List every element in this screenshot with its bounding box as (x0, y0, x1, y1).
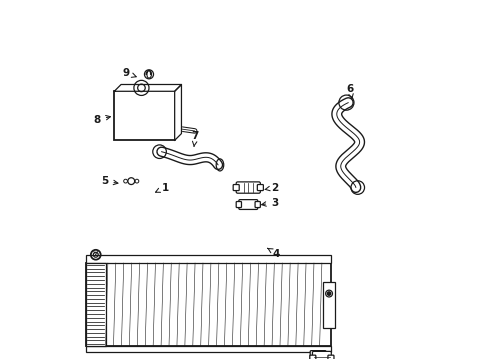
FancyBboxPatch shape (309, 351, 325, 360)
Text: 5: 5 (101, 176, 118, 186)
Text: 1: 1 (155, 183, 168, 193)
FancyBboxPatch shape (236, 202, 241, 208)
FancyBboxPatch shape (236, 182, 260, 193)
Bar (86, 255, 331, 263)
Bar (114, 91, 174, 140)
Polygon shape (114, 85, 181, 91)
Text: 2: 2 (264, 183, 278, 193)
FancyBboxPatch shape (327, 355, 333, 360)
Polygon shape (174, 85, 181, 140)
FancyBboxPatch shape (312, 351, 331, 360)
Text: 7: 7 (191, 131, 199, 147)
Circle shape (326, 292, 330, 295)
FancyBboxPatch shape (238, 200, 257, 210)
Text: 4: 4 (267, 248, 280, 258)
FancyBboxPatch shape (255, 202, 260, 208)
FancyBboxPatch shape (309, 355, 315, 360)
Bar (86, 263, 331, 346)
FancyBboxPatch shape (233, 185, 239, 190)
Text: 6: 6 (346, 84, 353, 98)
Text: 3: 3 (261, 198, 278, 208)
Text: 8: 8 (94, 114, 110, 125)
Bar (86, 263, 105, 346)
Bar (86, 346, 331, 352)
FancyBboxPatch shape (257, 185, 263, 190)
Text: 9: 9 (122, 68, 136, 78)
Bar (323, 282, 334, 328)
